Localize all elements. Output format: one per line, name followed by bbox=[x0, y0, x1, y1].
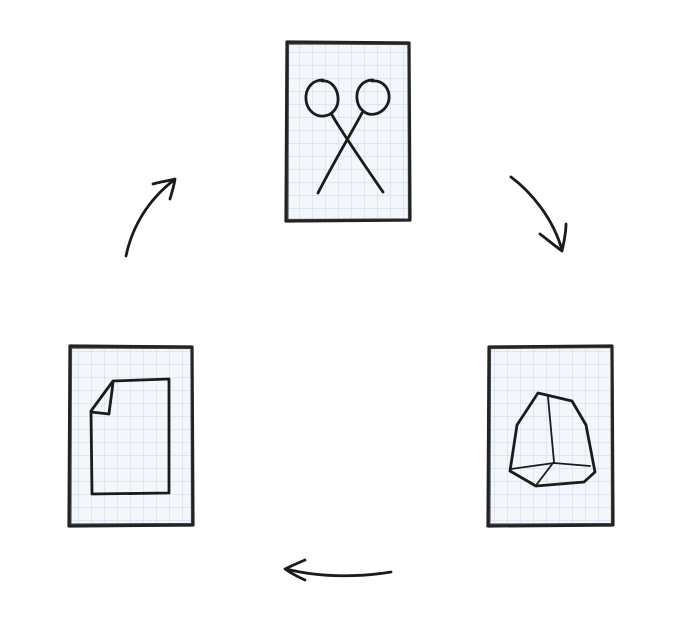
card-scissors bbox=[284, 40, 412, 223]
gem-icon bbox=[508, 391, 597, 488]
card-frame-stroke bbox=[287, 43, 410, 221]
card-frame-stroke bbox=[489, 346, 613, 525]
card-frame bbox=[486, 344, 615, 528]
card-frame bbox=[67, 344, 195, 528]
arrow-scissors-to-gem bbox=[509, 175, 568, 253]
card-document bbox=[67, 344, 195, 528]
arrow-gem-to-document bbox=[283, 558, 393, 582]
document-icon bbox=[89, 377, 171, 496]
card-frame-stroke bbox=[70, 347, 193, 525]
card-gem bbox=[486, 344, 615, 528]
card-frame bbox=[284, 40, 412, 223]
arrow-document-to-scissors bbox=[124, 177, 177, 258]
scissors-icon bbox=[304, 78, 391, 195]
